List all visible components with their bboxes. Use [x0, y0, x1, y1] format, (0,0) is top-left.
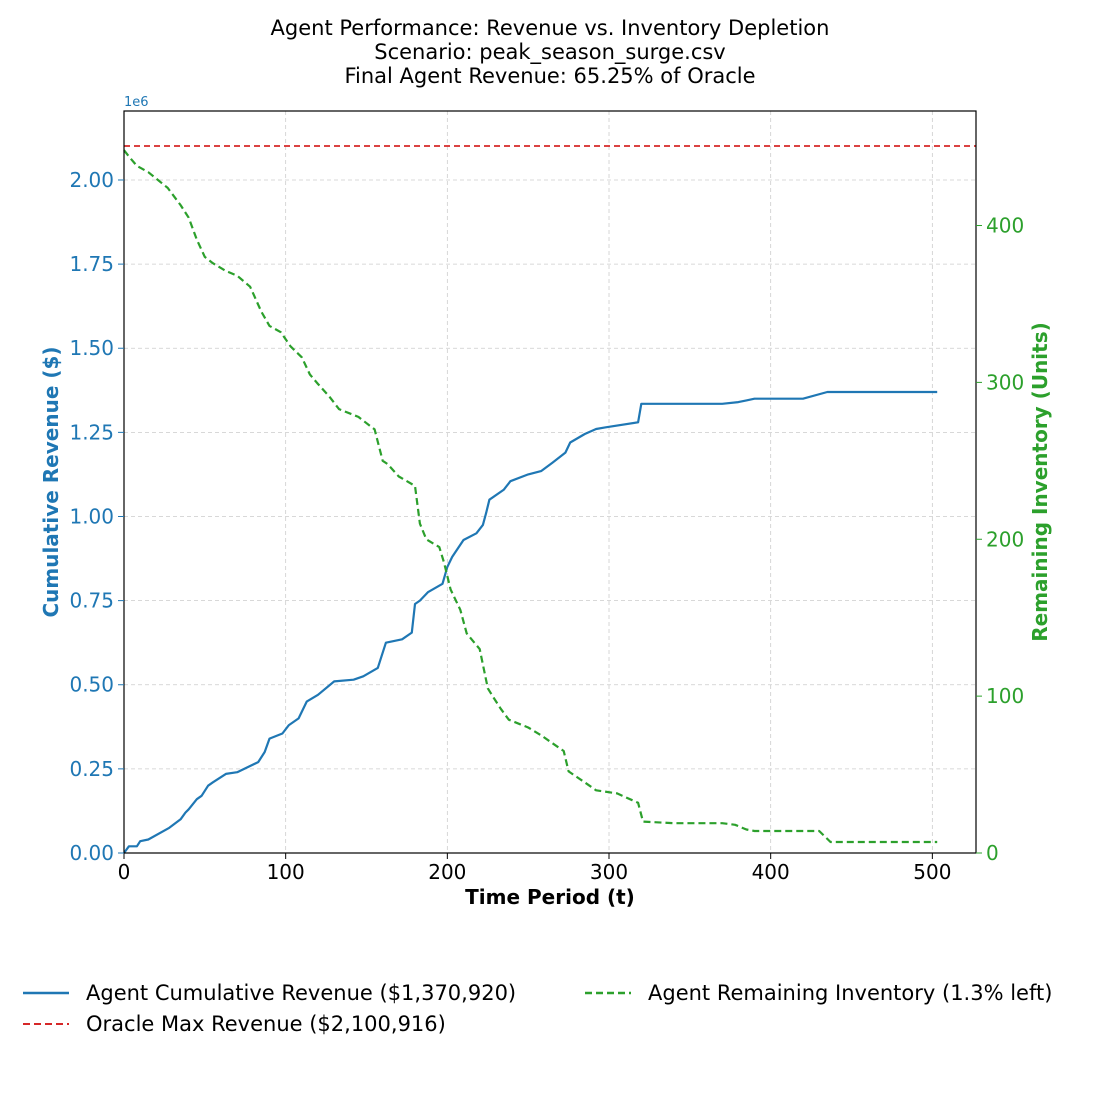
legend-label-inventory: Agent Remaining Inventory (1.3% left): [648, 981, 1052, 1005]
x-tick-label-5: 500: [913, 860, 951, 884]
legend-label-oracle: Oracle Max Revenue ($2,100,916): [86, 1012, 446, 1036]
y-right-tick-label-4: 400: [986, 214, 1024, 238]
chart-title-line-3: Final Agent Revenue: 65.25% of Oracle: [344, 64, 755, 88]
y-left-tick-label-7: 1.75: [69, 252, 114, 276]
x-tick-label-3: 300: [590, 860, 628, 884]
chart-title-line-1: Agent Performance: Revenue vs. Inventory…: [271, 16, 830, 40]
y-left-tick-label-6: 1.50: [69, 336, 114, 360]
y-axis-right-label: Remaining Inventory (Units): [1028, 322, 1052, 642]
plot-series: [123, 145, 976, 854]
x-tick-label-2: 200: [428, 860, 466, 884]
y-left-tick-label-3: 0.75: [69, 589, 114, 613]
x-tick-label-1: 100: [267, 860, 305, 884]
y-left-tick-label-5: 1.25: [69, 420, 114, 444]
grid-lines: [123, 111, 976, 854]
y-left-tick-label-1: 0.25: [69, 757, 114, 781]
x-tick-label-4: 400: [752, 860, 790, 884]
series-line-inventory: [123, 149, 938, 844]
y-right-tick-label-0: 0: [986, 841, 999, 865]
y-left-tick-label-0: 0.00: [69, 841, 114, 865]
y-right-tick-label-1: 100: [986, 684, 1024, 708]
x-tick-label-0: 0: [118, 860, 131, 884]
axis-ticks: 0 100 200 300 400 500 0.00 0.25 0.50 0.75 1.00 1.25…: [69, 168, 1024, 884]
legend-label-revenue: Agent Cumulative Revenue ($1,370,920): [86, 981, 516, 1005]
y-left-tick-label-4: 1.00: [69, 504, 114, 528]
left-axis-offset-label: 1e6: [124, 95, 149, 110]
plot-frame: [123, 110, 977, 854]
series-line-revenue: [123, 390, 938, 854]
y-left-tick-label-8: 2.00: [69, 168, 114, 192]
y-axis-left-label: Cumulative Revenue ($): [39, 346, 63, 617]
legend: Agent Cumulative Revenue ($1,370,920) Or…: [23, 981, 1052, 1036]
chart-title-line-2: Scenario: peak_season_surge.csv: [374, 40, 726, 65]
y-right-tick-label-3: 300: [986, 370, 1024, 394]
x-axis-label: Time Period (t): [465, 885, 635, 909]
y-right-tick-label-2: 200: [986, 527, 1024, 551]
y-left-tick-label-2: 0.50: [69, 673, 114, 697]
